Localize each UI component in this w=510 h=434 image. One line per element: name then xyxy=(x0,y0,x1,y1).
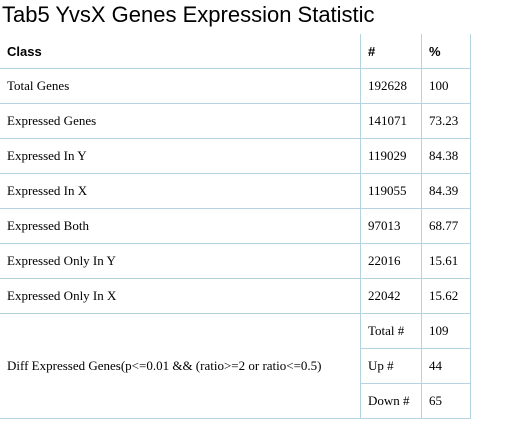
row-class: Expressed In Y xyxy=(0,138,361,174)
row-percent: 100 xyxy=(421,68,471,104)
table-row: Expressed Only In X 22042 15.62 xyxy=(0,278,471,314)
row-count: 22016 xyxy=(360,243,422,279)
header-percent: % xyxy=(421,34,471,69)
row-count: 22042 xyxy=(360,278,422,314)
table-row: Expressed Both 97013 68.77 xyxy=(0,208,471,244)
diff-total-label: Total # xyxy=(360,313,422,349)
table-row: Expressed In Y 119029 84.38 xyxy=(0,138,471,174)
row-class: Expressed Only In Y xyxy=(0,243,361,279)
row-percent: 15.62 xyxy=(421,278,471,314)
header-count: # xyxy=(360,34,422,69)
diff-down-label: Down # xyxy=(360,383,422,419)
diff-down-value: 65 xyxy=(421,383,471,419)
diff-up-label: Up # xyxy=(360,348,422,384)
table-row: Expressed Genes 141071 73.23 xyxy=(0,103,471,139)
row-percent: 73.23 xyxy=(421,103,471,139)
row-class: Expressed Only In X xyxy=(0,278,361,314)
row-count: 192628 xyxy=(360,68,422,104)
row-percent: 84.39 xyxy=(421,173,471,209)
table-row: Expressed Only In Y 22016 15.61 xyxy=(0,243,471,279)
diff-total-value: 109 xyxy=(421,313,471,349)
expression-statistics-table: Class # % Total Genes 192628 100 Express… xyxy=(0,34,471,419)
page-title: Tab5 YvsX Genes Expression Statistic xyxy=(2,2,375,27)
row-class: Total Genes xyxy=(0,68,361,104)
row-class: Expressed Both xyxy=(0,208,361,244)
row-count: 119055 xyxy=(360,173,422,209)
diff-row-down: Down # 65 xyxy=(0,383,471,419)
table-row: Expressed In X 119055 84.39 xyxy=(0,173,471,209)
row-class: Expressed In X xyxy=(0,173,361,209)
diff-row-total: Diff Expressed Genes(p<=0.01 && (ratio>=… xyxy=(0,313,471,419)
row-percent: 84.38 xyxy=(421,138,471,174)
diff-row-up: Up # 44 xyxy=(0,348,471,384)
row-percent: 15.61 xyxy=(421,243,471,279)
row-percent: 68.77 xyxy=(421,208,471,244)
row-count: 141071 xyxy=(360,103,422,139)
diff-up-value: 44 xyxy=(421,348,471,384)
row-class: Expressed Genes xyxy=(0,103,361,139)
table-header-row: Class # % xyxy=(0,34,471,69)
row-count: 119029 xyxy=(360,138,422,174)
header-class: Class xyxy=(0,34,361,69)
table-row: Total Genes 192628 100 xyxy=(0,68,471,104)
diff-expressed-class: Diff Expressed Genes(p<=0.01 && (ratio>=… xyxy=(0,313,361,419)
row-count: 97013 xyxy=(360,208,422,244)
